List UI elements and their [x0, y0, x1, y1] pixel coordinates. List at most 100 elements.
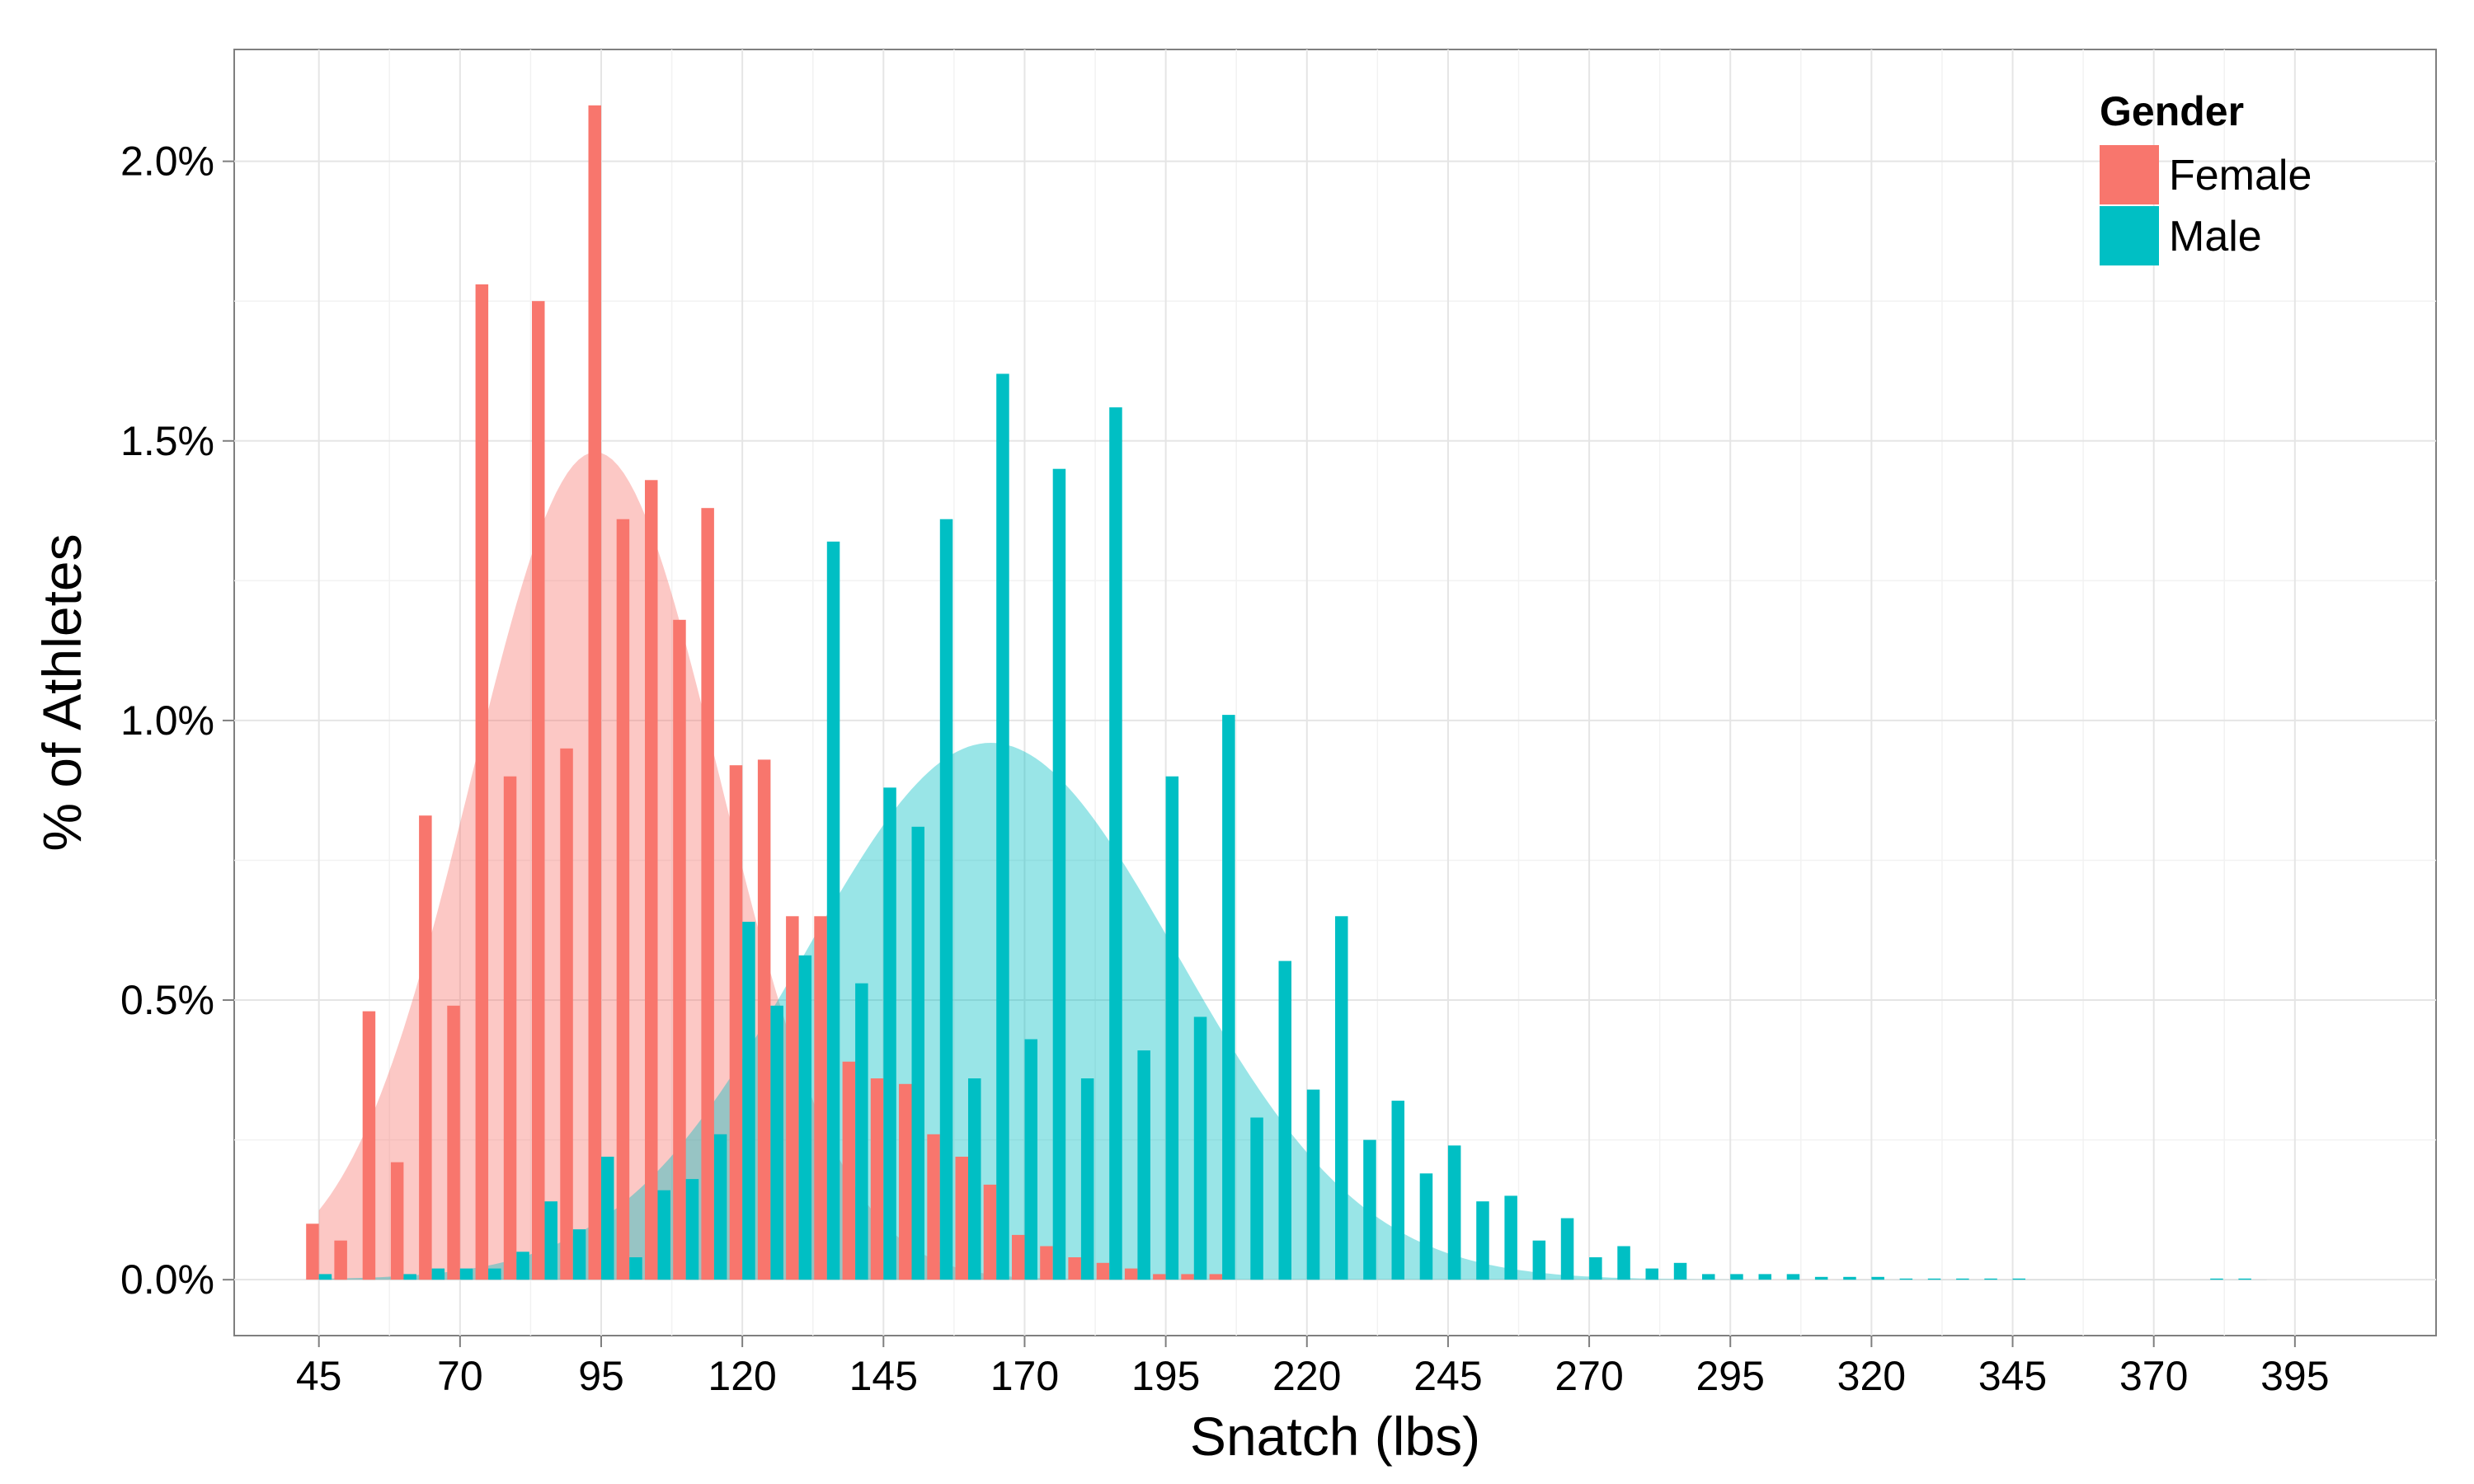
bar-male [1278, 960, 1291, 1280]
bar-female [786, 916, 799, 1280]
bar-male [1673, 1262, 1687, 1280]
bar-male [1899, 1278, 1913, 1280]
bar-female [983, 1184, 997, 1280]
bar-male [939, 519, 953, 1280]
bar-male [1589, 1257, 1602, 1280]
bar-male [1617, 1246, 1630, 1280]
bar-male [1222, 715, 1235, 1280]
bar-male [1052, 468, 1066, 1280]
bar-female [1096, 1262, 1110, 1280]
bar-male [1476, 1201, 1489, 1280]
minor-gridlines [234, 49, 2436, 1336]
x-tick-label: 70 [437, 1353, 483, 1399]
bar-female [532, 301, 545, 1280]
bar-male [1024, 1039, 1037, 1280]
bar-male [685, 1179, 699, 1280]
legend-label-male: Male [2169, 213, 2262, 261]
bar-female [419, 815, 432, 1280]
x-tick-label: 95 [578, 1353, 624, 1399]
bar-female [729, 765, 743, 1280]
bar-female [927, 1134, 940, 1280]
bar-male [544, 1201, 557, 1280]
bar-male [572, 1229, 586, 1280]
bar-female [701, 508, 714, 1280]
bar-male [1447, 1145, 1461, 1280]
bar-male [798, 955, 812, 1280]
bar-male [826, 541, 840, 1280]
bar-male [1137, 1050, 1150, 1280]
y-tick-label: 0.0% [120, 1256, 214, 1303]
bar-male [968, 1078, 981, 1280]
bar-female [1040, 1246, 1053, 1280]
bar-male [1080, 1078, 1094, 1280]
bar-male [1786, 1274, 1800, 1280]
bar-female [955, 1157, 968, 1280]
bar-male [488, 1268, 501, 1280]
y-tick-label: 2.0% [120, 139, 214, 185]
bar-female [814, 916, 827, 1280]
x-tick-label: 395 [2260, 1353, 2329, 1399]
x-tick-label: 295 [1696, 1353, 1765, 1399]
bar-female [645, 480, 658, 1280]
bar-male [2238, 1278, 2251, 1280]
bar-female [1181, 1274, 1194, 1280]
bar-female [306, 1223, 319, 1280]
bar-female [1124, 1268, 1138, 1280]
bar-male [1419, 1173, 1433, 1280]
bar-male [742, 922, 755, 1280]
legend-key-female [2100, 145, 2159, 204]
bar-female [842, 1061, 856, 1280]
bar-male [1702, 1274, 1715, 1280]
bar-male [1730, 1274, 1743, 1280]
bar-female [1068, 1257, 1081, 1280]
bar-male [1758, 1274, 1771, 1280]
bars [306, 105, 2251, 1280]
bar-male [1109, 407, 1122, 1280]
bar-male [516, 1252, 529, 1280]
bar-female [870, 1078, 884, 1280]
legend-label-female: Female [2169, 152, 2312, 200]
bar-male [1843, 1276, 1856, 1280]
bar-male [1814, 1276, 1828, 1280]
bar-female [1153, 1274, 1166, 1280]
x-axis-ticks: 45 70 95 120 145 170 195 220 245 270 295 320 345 370 3… [296, 1336, 2330, 1399]
bar-male [1363, 1139, 1376, 1280]
bar-male [657, 1190, 670, 1280]
bar-female [560, 748, 573, 1280]
y-tick-label: 0.5% [120, 977, 214, 1023]
legend: Gender Female Male [2100, 88, 2312, 265]
bar-female [334, 1240, 347, 1280]
bar-male [2012, 1278, 2025, 1280]
bar-male [911, 826, 924, 1280]
bar-male [770, 1005, 783, 1280]
bar-male [1871, 1276, 1884, 1280]
bar-male [1250, 1117, 1263, 1280]
y-axis-ticks: 0.0% 0.5% 1.0% 1.5% 2.0% [120, 139, 234, 1303]
x-tick-label: 120 [708, 1353, 776, 1399]
x-tick-label: 345 [1978, 1353, 2047, 1399]
bar-female [673, 619, 686, 1280]
y-axis-title: % of Athletes [31, 533, 92, 851]
bar-male [1532, 1240, 1546, 1280]
bar-male [1504, 1195, 1517, 1280]
bar-male [2210, 1278, 2223, 1280]
x-tick-label: 320 [1837, 1353, 1906, 1399]
x-tick-label: 220 [1272, 1353, 1341, 1399]
legend-key-male [2100, 206, 2159, 265]
bar-female [1209, 1274, 1223, 1280]
x-tick-label: 45 [296, 1353, 342, 1399]
bar-male [403, 1274, 416, 1280]
bar-male [1391, 1101, 1404, 1280]
bar-male [855, 983, 868, 1280]
bar-male [318, 1274, 332, 1280]
bar-male [459, 1268, 473, 1280]
bar-male [883, 787, 896, 1280]
legend-title: Gender [2100, 88, 2244, 134]
bar-male [1984, 1278, 1997, 1280]
bar-female [616, 519, 630, 1280]
bar-female [757, 759, 771, 1280]
y-tick-label: 1.5% [120, 418, 214, 464]
bar-female [362, 1011, 376, 1280]
bar-male [1927, 1278, 1941, 1280]
